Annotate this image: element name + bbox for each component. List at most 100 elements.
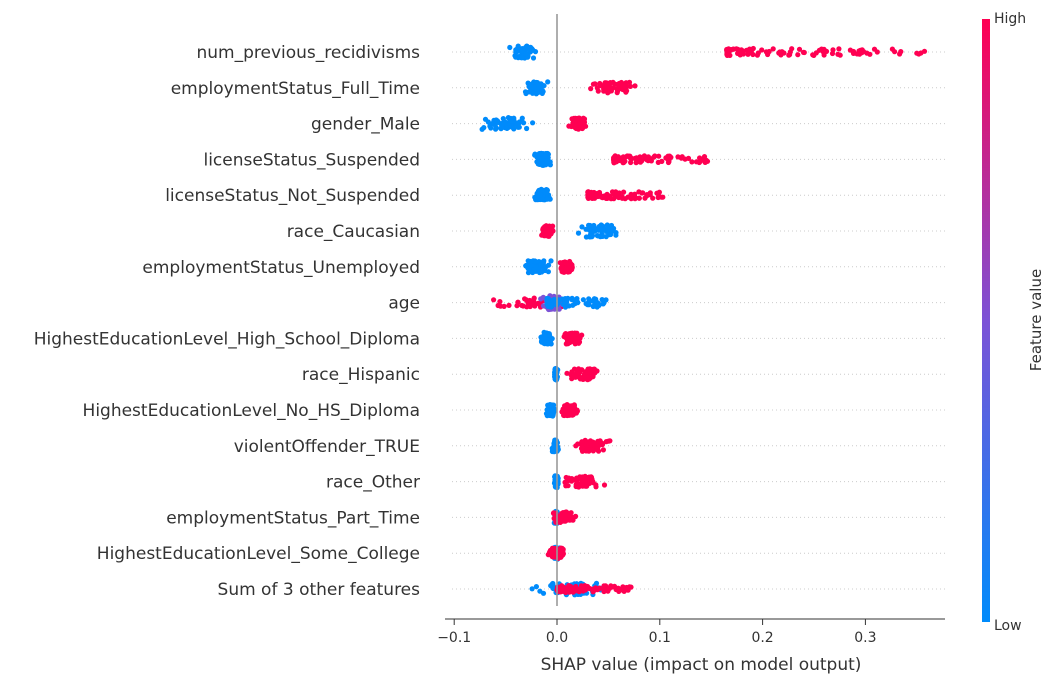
feature-points-row: [522, 79, 638, 97]
shap-points: [479, 43, 928, 598]
shap-point: [559, 549, 566, 555]
x-axis-label: SHAP value (impact on model output): [541, 655, 862, 675]
colorbar: High Low Feature value: [982, 11, 1045, 634]
shap-point: [573, 118, 579, 124]
shap-point: [501, 303, 507, 309]
shap-point: [572, 298, 578, 304]
shap-point: [766, 48, 772, 55]
shap-point: [543, 151, 549, 157]
shap-point: [585, 476, 591, 482]
shap-point: [550, 510, 557, 516]
shap-point: [689, 159, 695, 165]
shap-point: [552, 439, 558, 445]
shap-point: [682, 156, 688, 162]
shap-point: [533, 584, 540, 590]
shap-point: [594, 233, 601, 239]
feature-label: age: [388, 294, 420, 314]
shap-point: [562, 299, 568, 305]
shap-point: [594, 446, 600, 452]
shap-point: [622, 158, 628, 164]
shap-point: [550, 585, 556, 591]
shap-point: [859, 47, 865, 53]
shap-point: [547, 412, 553, 419]
shap-point: [561, 512, 568, 518]
shap-point: [538, 262, 544, 268]
shap-point: [725, 47, 731, 53]
shap-point: [612, 81, 618, 87]
feature-points-row: [550, 508, 579, 526]
x-tick-label: 0.0: [546, 630, 568, 646]
shap-point: [563, 517, 569, 523]
shap-point: [524, 125, 530, 132]
shap-point: [871, 46, 878, 52]
shap-point: [500, 121, 506, 127]
shap-point: [516, 120, 522, 126]
shap-point: [747, 46, 753, 52]
feature-label: gender_Male: [311, 115, 420, 135]
shap-point: [544, 196, 550, 202]
shap-point: [528, 84, 534, 90]
feature-label: HighestEducationLevel_No_HS_Diploma: [83, 401, 420, 421]
feature-points-row: [523, 258, 575, 276]
shap-point: [549, 336, 555, 342]
shap-point: [786, 52, 792, 58]
shap-point: [576, 366, 582, 373]
shap-point: [578, 375, 584, 381]
shap-point: [532, 49, 539, 55]
shap-point: [580, 584, 586, 590]
feature-points-row: [479, 115, 589, 132]
shap-point: [594, 302, 600, 308]
shap-point: [542, 233, 548, 239]
shap-point: [596, 586, 603, 592]
shap-point: [533, 264, 539, 270]
shap-point: [655, 191, 662, 197]
x-tick-label: 0.3: [854, 630, 876, 646]
shap-point: [607, 80, 613, 86]
feature-label: Sum of 3 other features: [218, 580, 421, 600]
shap-point: [535, 82, 542, 88]
shap-point: [573, 443, 579, 449]
shap-point: [560, 406, 566, 412]
shap-point: [704, 158, 711, 164]
shap-point: [495, 302, 501, 309]
shap-point: [514, 49, 520, 55]
shap-point: [801, 49, 807, 56]
shap-point: [776, 50, 782, 56]
shap-point: [547, 162, 554, 168]
shap-point: [601, 298, 607, 304]
feature-label: HighestEducationLevel_High_School_Diplom…: [34, 329, 420, 349]
shap-point: [566, 303, 572, 309]
shap-point: [545, 552, 551, 558]
shap-point: [607, 193, 613, 199]
shap-point: [795, 52, 801, 58]
shap-point: [595, 439, 601, 445]
feature-points-row: [551, 473, 608, 491]
shap-point: [494, 118, 500, 124]
x-tick-label: −0.1: [437, 630, 471, 646]
shap-point: [585, 302, 591, 308]
shap-point: [537, 151, 543, 157]
shap-point: [540, 187, 546, 193]
shap-point: [544, 298, 550, 304]
shap-point: [535, 161, 541, 167]
shap-point: [836, 46, 842, 52]
shap-point: [576, 121, 582, 128]
feature-label: HighestEducationLevel_Some_College: [97, 544, 420, 564]
shap-point: [594, 85, 600, 91]
shap-point: [624, 84, 630, 90]
shap-point: [601, 482, 608, 488]
shap-point: [585, 377, 591, 383]
shap-point: [574, 371, 580, 377]
shap-point: [524, 44, 530, 50]
shap-point: [745, 51, 751, 57]
shap-point: [545, 340, 552, 346]
shap-point: [564, 370, 570, 376]
feature-points-row: [545, 544, 567, 562]
feature-points-row: [552, 365, 600, 383]
shap-point: [605, 226, 611, 232]
shap-point: [633, 159, 640, 165]
shap-point: [590, 192, 596, 199]
shap-point: [507, 44, 513, 51]
shap-point: [563, 403, 569, 409]
shap-point: [616, 155, 622, 161]
